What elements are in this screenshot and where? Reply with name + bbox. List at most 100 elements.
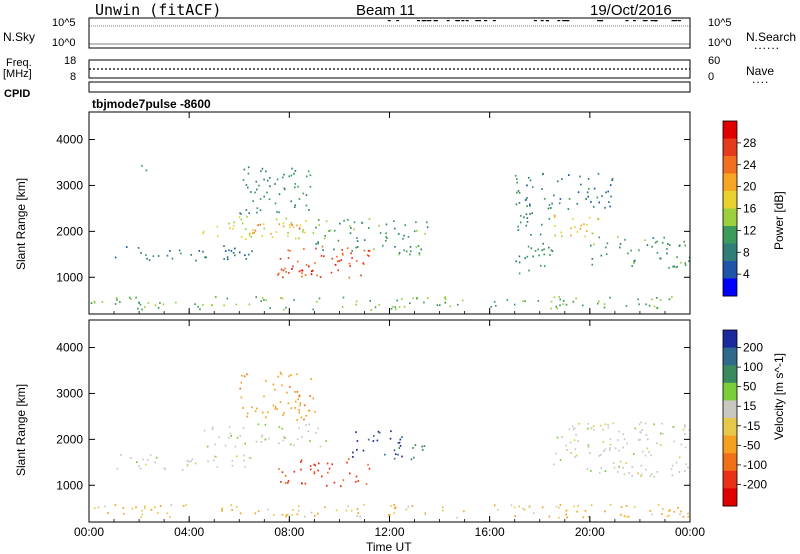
echo-cell: [285, 217, 288, 220]
echo-cell: [650, 454, 652, 457]
echo-cell: [357, 246, 359, 248]
echo-cell: [166, 254, 169, 257]
echo-cell: [296, 419, 298, 421]
time-xlabel: Time UT: [366, 540, 412, 554]
echo-cell: [526, 255, 529, 258]
echo-cell: [259, 198, 262, 200]
echo-cell: [145, 463, 147, 466]
echo-cell: [676, 256, 678, 259]
echo-cell: [640, 464, 643, 467]
echo-cell: [515, 203, 518, 206]
echo-cell: [309, 185, 312, 188]
echo-cell: [234, 254, 236, 257]
echo-cell: [684, 264, 687, 267]
echo-cell: [424, 512, 426, 514]
echo-cell: [327, 471, 329, 474]
echo-cell: [338, 260, 341, 262]
echo-cell: [568, 198, 571, 200]
echo-cell: [255, 296, 257, 298]
noise-sample: [465, 20, 469, 22]
echo-cell: [304, 231, 306, 234]
colorbar-segment: [723, 156, 737, 174]
echo-cell: [310, 273, 313, 276]
echo-cell: [245, 258, 248, 260]
echo-cell: [590, 470, 592, 472]
echo-cell: [255, 180, 258, 183]
echo-cell: [407, 236, 410, 238]
echo-cell: [159, 302, 161, 304]
echo-cell: [138, 302, 140, 304]
echo-cell: [645, 434, 648, 436]
echo-cell: [355, 260, 358, 262]
echo-cell: [122, 512, 125, 515]
echo-cell: [555, 505, 558, 508]
colorbar-segment: [723, 435, 737, 454]
echo-cell: [293, 172, 295, 175]
echo-cell: [587, 446, 590, 449]
x-tick-label: 20:00: [575, 525, 605, 539]
echo-cell: [612, 422, 615, 425]
echo-cell: [668, 514, 670, 517]
echo-cell: [229, 432, 232, 435]
echo-cell: [280, 297, 282, 299]
noise-sample: [434, 20, 438, 22]
echo-cell: [238, 251, 241, 254]
noise-panel: [88, 17, 691, 49]
echo-cell: [235, 303, 238, 306]
echo-cell: [305, 220, 307, 222]
echo-cell: [640, 431, 642, 434]
noise-sample: [674, 20, 678, 22]
echo-cell: [245, 184, 248, 186]
colorbar-segment: [723, 347, 737, 366]
echo-cell: [317, 512, 319, 515]
noise-sample: [562, 20, 566, 22]
echo-cell: [649, 510, 651, 512]
echo-cell: [549, 207, 552, 209]
echo-cell: [303, 404, 306, 407]
echo-cell: [226, 258, 229, 261]
echo-cell: [265, 380, 267, 382]
echo-cell: [655, 297, 658, 299]
echo-cell: [301, 272, 303, 274]
echo-cell: [587, 516, 590, 518]
echo-cell: [412, 297, 414, 300]
echo-cell: [530, 247, 533, 250]
echo-cell: [297, 509, 300, 512]
echo-cell: [565, 509, 568, 512]
echo-cell: [537, 300, 540, 302]
echo-cell: [186, 463, 189, 466]
echo-cell: [213, 455, 216, 458]
echo-cell: [267, 508, 269, 511]
echo-cell: [296, 438, 299, 441]
echo-cell: [355, 475, 358, 478]
echo-cell: [580, 183, 582, 186]
noise-sample: [484, 20, 488, 22]
echo-cell: [403, 305, 406, 308]
noise-sample: [478, 20, 482, 22]
echo-cell: [456, 516, 458, 519]
echo-cell: [585, 198, 588, 200]
echo-cell: [656, 240, 658, 243]
echo-cell: [348, 262, 351, 265]
colorbar-segment: [723, 278, 737, 297]
echo-cell: [286, 391, 288, 394]
noise-sample: [533, 20, 537, 22]
echo-cell: [619, 460, 622, 463]
echo-cell: [195, 259, 197, 262]
echo-cell: [315, 226, 317, 229]
noise-sample: [492, 20, 496, 22]
echo-cell: [623, 438, 626, 441]
mhz-label: [MHz]: [3, 68, 32, 80]
echo-cell: [671, 474, 674, 477]
echo-cell: [648, 304, 651, 307]
echo-cell: [609, 438, 612, 440]
noise-sample: [677, 20, 681, 22]
echo-cell: [572, 218, 574, 220]
echo-cell: [166, 512, 169, 515]
echo-cell: [565, 444, 568, 447]
echo-cell: [234, 247, 236, 250]
echo-cell: [300, 468, 302, 471]
echo-cell: [264, 438, 267, 441]
nave-dots: ....: [752, 72, 770, 86]
echo-cell: [415, 221, 417, 224]
